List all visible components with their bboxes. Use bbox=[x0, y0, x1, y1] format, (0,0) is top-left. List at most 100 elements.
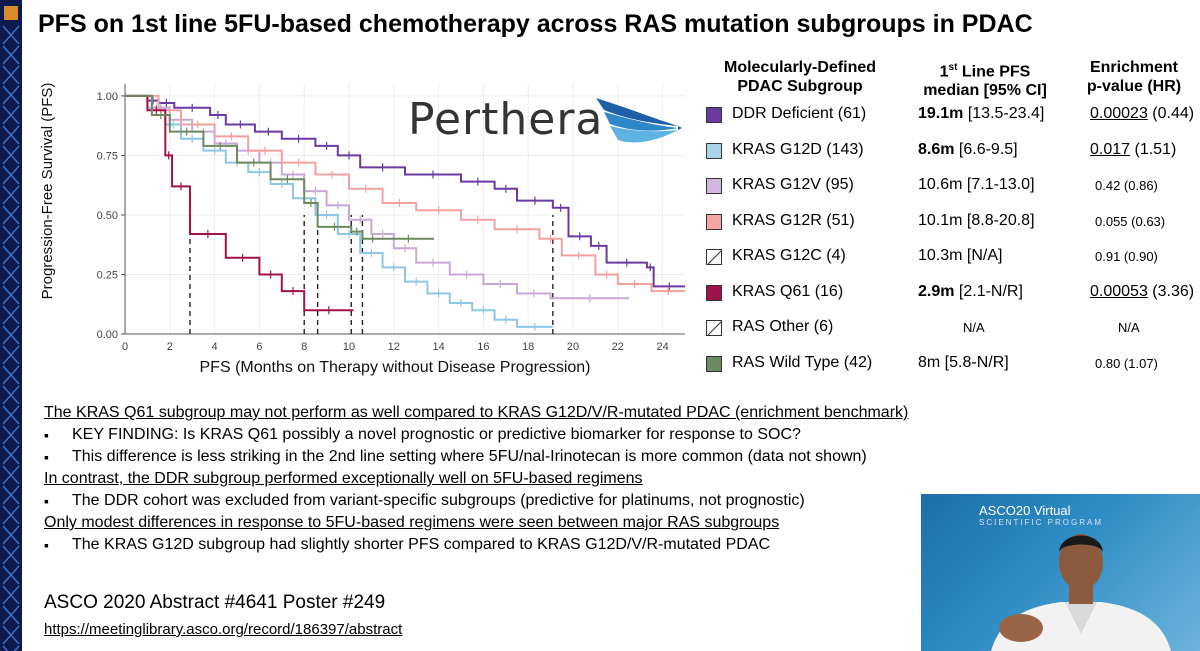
side-decor-strip bbox=[0, 0, 22, 651]
strip-motif bbox=[2, 625, 20, 645]
pvalue-hr: (1.51) bbox=[1130, 140, 1177, 158]
subgroup-name: KRAS G12R (51) bbox=[732, 211, 855, 229]
strip-motif bbox=[2, 205, 20, 225]
km-curve-kras-g12v-95 bbox=[125, 94, 629, 300]
table-row: KRAS G12R (51) 10.1m [8.8-20.8] 0.055 (0.6… bbox=[700, 207, 1200, 237]
x-tick-label: 8 bbox=[301, 341, 307, 353]
subgroup-name: KRAS G12D (143) bbox=[732, 140, 864, 158]
x-tick-label: 24 bbox=[656, 341, 668, 353]
enrichment-pvalue: N/A bbox=[1118, 320, 1140, 335]
enrichment-pvalue: 0.80 (1.07) bbox=[1095, 356, 1158, 371]
strip-motif bbox=[2, 305, 20, 325]
strip-motif bbox=[2, 485, 20, 505]
pvalue-hr: (3.36) bbox=[1147, 282, 1195, 300]
pfs-median: 10.3m [N/A] bbox=[918, 247, 1002, 265]
y-axis-label: Progression-Free Survival (PFS) bbox=[39, 83, 56, 300]
km-curve-ras-wild-type-42 bbox=[125, 94, 435, 240]
pfs-ci: [13.5-23.4] bbox=[963, 105, 1045, 122]
pfs-median: 2.9m [2.1-N/R] bbox=[918, 283, 1023, 301]
strip-motif bbox=[2, 125, 20, 145]
strip-accent bbox=[4, 6, 18, 20]
subgroup-name: RAS Other (6) bbox=[732, 318, 834, 335]
finding-heading: In contrast, the DDR subgroup performed … bbox=[44, 470, 643, 487]
strip-motif bbox=[2, 345, 20, 365]
plot-area bbox=[125, 84, 685, 334]
pvalue-significant: 0.00023 bbox=[1090, 105, 1148, 122]
finding-heading: The KRAS Q61 subgroup may not perform as… bbox=[44, 404, 909, 421]
abstract-link[interactable]: https://meetinglibrary.asco.org/record/1… bbox=[44, 621, 403, 638]
presenter-video-icon bbox=[991, 534, 1171, 651]
strip-motif bbox=[2, 45, 20, 65]
x-tick-label: 20 bbox=[567, 341, 579, 353]
finding-bullet: KEY FINDING: Is KRAS Q61 possibly a nove… bbox=[44, 424, 1004, 446]
legend-swatch bbox=[706, 355, 722, 372]
y-tick-label: 0.75 bbox=[97, 150, 118, 162]
table-row: KRAS G12D (143) 8.6m [6.6-9.5] 0.017 (1.51… bbox=[700, 136, 1200, 166]
strip-pattern-icon bbox=[2, 6, 20, 651]
pfs-ci: N/A bbox=[963, 320, 985, 335]
pvalue-hr: 0.055 (0.63) bbox=[1095, 213, 1166, 229]
pfs-median: 8.6m [6.6-9.5] bbox=[918, 141, 1018, 159]
pfs-median: 8m [5.8-N/R] bbox=[918, 354, 1009, 372]
pfs-ci: 10.3m [N/A] bbox=[918, 247, 1003, 264]
pvalue-hr: (0.44) bbox=[1147, 105, 1195, 122]
subgroup-name: DDR Deficient (61) bbox=[732, 105, 867, 122]
perthera-logo: Perthera bbox=[408, 90, 688, 160]
pfs-ci: [6.6-9.5] bbox=[954, 140, 1018, 158]
strip-motif bbox=[2, 465, 20, 485]
x-tick-label: 10 bbox=[343, 341, 355, 353]
x-tick-label: 16 bbox=[477, 341, 489, 353]
finding-bullet: The DDR cohort was excluded from variant… bbox=[44, 490, 1004, 512]
legend-swatch bbox=[706, 178, 722, 194]
pvalue-significant: 0.017 bbox=[1090, 140, 1131, 158]
perthera-wing-logo-icon bbox=[596, 98, 682, 143]
strip-motif bbox=[2, 185, 20, 205]
x-tick-label: 2 bbox=[167, 341, 173, 353]
strip-motif bbox=[2, 565, 20, 585]
strip-motif bbox=[2, 425, 20, 445]
presenter-video[interactable]: ASCO20 Virtual SCIENTIFIC PROGRAM bbox=[921, 494, 1200, 651]
strip-motif bbox=[2, 505, 20, 525]
x-tick-label: 12 bbox=[388, 341, 400, 353]
table-row: KRAS G12C (4) 10.3m [N/A] 0.91 (0.90) bbox=[700, 242, 1200, 272]
strip-motif bbox=[2, 385, 20, 405]
pvalue-hr: N/A bbox=[1118, 320, 1140, 335]
pfs-median: 19.1m [13.5-23.4] bbox=[918, 105, 1044, 123]
x-tick-label: 18 bbox=[522, 341, 534, 353]
pfs-median: 10.6m [7.1-13.0] bbox=[918, 176, 1035, 194]
strip-motif bbox=[2, 365, 20, 385]
pfs-median-value: 19.1m bbox=[918, 105, 964, 122]
legend-swatch bbox=[706, 107, 722, 123]
col-header-pfs: 1st Line PFS median [95% CI] bbox=[923, 62, 1047, 100]
x-tick-label: 14 bbox=[432, 341, 444, 353]
video-brand: ASCO20 Virtual SCIENTIFIC PROGRAM bbox=[979, 503, 1104, 527]
x-tick-label: 22 bbox=[612, 341, 624, 353]
pfs-ci: [2.1-N/R] bbox=[954, 282, 1023, 300]
subgroup-name: KRAS G12C (4) bbox=[732, 247, 846, 264]
pfs-median-value: 2.9m bbox=[918, 282, 955, 300]
strip-motif bbox=[2, 525, 20, 545]
pfs-median-value: 8.6m bbox=[918, 140, 955, 158]
strip-motif bbox=[2, 445, 20, 465]
finding-bullet: The KRAS G12D subgroup had slightly shor… bbox=[44, 534, 1004, 556]
subgroup-name: RAS Wild Type (42) bbox=[732, 353, 873, 371]
pfs-median: 10.1m [8.8-20.8] bbox=[918, 212, 1035, 230]
finding-bullet: This difference is less striking in the … bbox=[44, 446, 1004, 468]
table-row: KRAS Q61 (16) 2.9m [2.1-N/R] 0.00053 (3.36… bbox=[700, 278, 1200, 308]
pvalue-significant: 0.00053 bbox=[1090, 282, 1148, 300]
table-row: RAS Wild Type (42) 8m [5.8-N/R] 0.80 (1.07… bbox=[700, 349, 1200, 379]
strip-motif bbox=[2, 605, 20, 625]
strip-motif bbox=[2, 145, 20, 165]
x-tick-label: 0 bbox=[122, 341, 128, 353]
pfs-ci: 8m [5.8-N/R] bbox=[918, 353, 1009, 371]
findings-notes: The KRAS Q61 subgroup may not perform as… bbox=[44, 402, 1004, 556]
col-header-enrichment: Enrichment p-value (HR) bbox=[1086, 59, 1182, 95]
table-row: DDR Deficient (61) 19.1m [13.5-23.4] 0.000… bbox=[700, 100, 1200, 130]
x-axis-label: PFS (Months on Therapy without Disease P… bbox=[200, 359, 591, 376]
legend-swatch bbox=[706, 249, 722, 265]
finding-heading: Only modest differences in response to 5… bbox=[44, 514, 780, 531]
y-tick-label: 0.25 bbox=[97, 269, 118, 281]
x-tick-label: 4 bbox=[212, 341, 218, 353]
enrichment-pvalue: 0.00023 (0.44) bbox=[1090, 105, 1194, 123]
pvalue-hr: 0.91 (0.90) bbox=[1095, 249, 1158, 264]
